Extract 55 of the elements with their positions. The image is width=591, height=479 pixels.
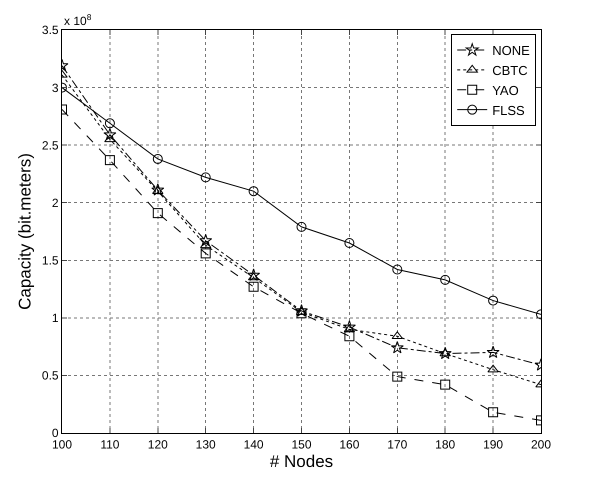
point <box>151 183 164 196</box>
point <box>104 134 116 142</box>
y-tick-label: 1.5 <box>42 253 59 268</box>
point <box>344 324 356 332</box>
point <box>152 208 163 218</box>
y-tick-label: 2 <box>52 196 59 210</box>
point <box>438 346 452 360</box>
x-tick-label: 160 <box>339 437 360 452</box>
point <box>296 308 306 318</box>
point <box>392 264 402 274</box>
point <box>103 128 116 140</box>
point <box>488 296 498 306</box>
x-tick-label: 200 <box>530 437 552 452</box>
point <box>296 222 306 232</box>
legend-label: FLSS <box>492 102 526 118</box>
point <box>199 234 212 246</box>
point <box>152 154 163 164</box>
legend-label: NONE <box>492 43 530 58</box>
point <box>440 274 450 285</box>
y-tick-label: 1 <box>52 311 59 326</box>
legend-label: YAO <box>492 82 519 98</box>
point <box>248 186 259 196</box>
x-tick-label: 140 <box>244 437 264 452</box>
x-tick-label: 190 <box>483 437 504 452</box>
y-tick-label: 3 <box>52 80 59 95</box>
y-tick-label: 0.5 <box>42 368 59 383</box>
y-tick-label: 3.5 <box>42 23 59 38</box>
point <box>104 118 115 128</box>
x-tick-label: 150 <box>291 437 312 452</box>
x-tick-label: 110 <box>100 437 120 452</box>
point <box>488 407 498 418</box>
x-tick-label: 170 <box>387 437 408 452</box>
x-tick-label: 130 <box>196 437 216 452</box>
point <box>200 240 212 248</box>
point <box>200 248 211 258</box>
point <box>440 380 450 390</box>
x-axis-title: # Nodes <box>270 452 334 471</box>
x-tick-label: 180 <box>435 437 456 452</box>
y-axis-title: Capacity (bit.meters) <box>15 153 34 310</box>
point <box>295 304 308 317</box>
x-tick-label: 120 <box>148 437 168 452</box>
legend-label: CBTC <box>492 62 528 78</box>
point <box>248 282 259 292</box>
point <box>390 340 404 354</box>
point <box>247 268 260 281</box>
point <box>344 331 354 342</box>
y-tick-label: 2.5 <box>42 138 59 152</box>
point <box>104 155 115 166</box>
point <box>392 331 403 340</box>
point <box>344 238 354 248</box>
text: x 10$^{8}$ <box>64 12 92 28</box>
point <box>392 372 402 382</box>
point <box>200 172 211 182</box>
point <box>342 320 356 333</box>
point <box>486 346 500 358</box>
